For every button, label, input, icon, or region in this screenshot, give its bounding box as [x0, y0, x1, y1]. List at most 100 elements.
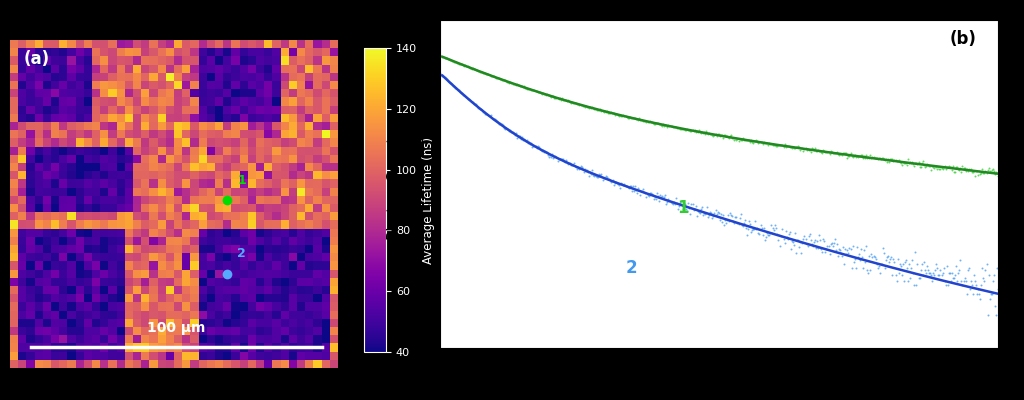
Point: [475, 108, 492, 115]
Point: [590, 174, 606, 180]
Point: [834, 152, 850, 158]
Point: [564, 162, 581, 168]
Point: [786, 145, 803, 152]
Point: [577, 166, 593, 172]
Point: [696, 210, 713, 216]
Point: [546, 154, 562, 160]
Point: [852, 153, 868, 159]
Point: [605, 110, 622, 117]
Point: [671, 202, 687, 209]
Point: [553, 96, 569, 103]
Point: [628, 187, 644, 194]
Point: [796, 148, 812, 154]
Point: [656, 194, 673, 200]
Point: [436, 74, 453, 80]
Point: [561, 160, 578, 167]
Point: [838, 251, 854, 258]
Point: [908, 282, 925, 288]
Point: [709, 210, 725, 217]
Point: [496, 124, 512, 131]
Point: [687, 129, 703, 136]
Point: [860, 270, 877, 276]
Point: [495, 122, 511, 129]
Point: [850, 154, 866, 160]
Point: [903, 265, 920, 271]
Point: [517, 84, 534, 91]
Point: [841, 153, 857, 159]
Point: [944, 270, 961, 276]
Point: [777, 143, 794, 150]
Point: [622, 183, 638, 190]
Point: [701, 212, 718, 218]
Point: [959, 267, 976, 274]
Point: [894, 162, 910, 168]
Point: [510, 82, 526, 88]
Point: [570, 100, 587, 107]
Text: 2: 2: [626, 259, 637, 277]
Point: [472, 68, 488, 75]
Point: [933, 165, 949, 171]
Point: [637, 118, 653, 124]
Point: [920, 162, 936, 168]
Point: [496, 77, 512, 83]
Point: [443, 81, 460, 87]
Point: [623, 115, 639, 122]
Point: [645, 120, 662, 127]
Point: [973, 282, 989, 288]
Point: [643, 119, 659, 125]
Point: [746, 226, 763, 233]
Point: [498, 125, 514, 131]
Point: [586, 173, 602, 179]
Point: [640, 118, 656, 125]
Point: [672, 200, 688, 206]
Point: [685, 207, 701, 214]
Point: [622, 114, 638, 120]
Point: [898, 160, 914, 166]
Point: [631, 115, 647, 121]
Point: [481, 72, 498, 78]
Point: [934, 270, 950, 276]
Point: [825, 150, 842, 156]
Point: [702, 131, 719, 138]
Point: [874, 155, 891, 162]
Point: [655, 120, 672, 127]
Point: [955, 278, 972, 284]
Point: [807, 145, 823, 152]
Point: [858, 152, 874, 158]
Point: [777, 228, 794, 234]
Point: [667, 200, 683, 207]
Point: [723, 212, 739, 218]
Point: [572, 101, 589, 108]
Point: [856, 247, 872, 254]
Point: [724, 134, 740, 141]
Point: [831, 151, 848, 158]
Point: [908, 159, 925, 166]
Point: [464, 66, 480, 72]
Text: 1: 1: [678, 199, 689, 217]
Point: [672, 126, 688, 132]
Point: [589, 174, 605, 180]
Point: [477, 110, 494, 117]
Point: [788, 237, 805, 244]
Point: [898, 257, 914, 264]
Point: [556, 157, 572, 164]
Point: [551, 95, 567, 101]
Point: [580, 104, 596, 110]
Point: [810, 245, 826, 251]
Point: [925, 164, 941, 170]
Point: [434, 54, 451, 60]
Point: [951, 267, 968, 274]
Point: [547, 153, 563, 160]
Point: [885, 158, 901, 165]
Point: [612, 184, 629, 191]
Point: [920, 267, 936, 274]
Point: [866, 155, 883, 161]
Point: [752, 231, 768, 237]
Point: [674, 126, 690, 132]
Point: [821, 251, 838, 258]
Point: [548, 154, 564, 160]
Point: [784, 144, 801, 150]
Point: [480, 71, 497, 77]
Point: [979, 312, 995, 318]
Point: [871, 270, 888, 276]
